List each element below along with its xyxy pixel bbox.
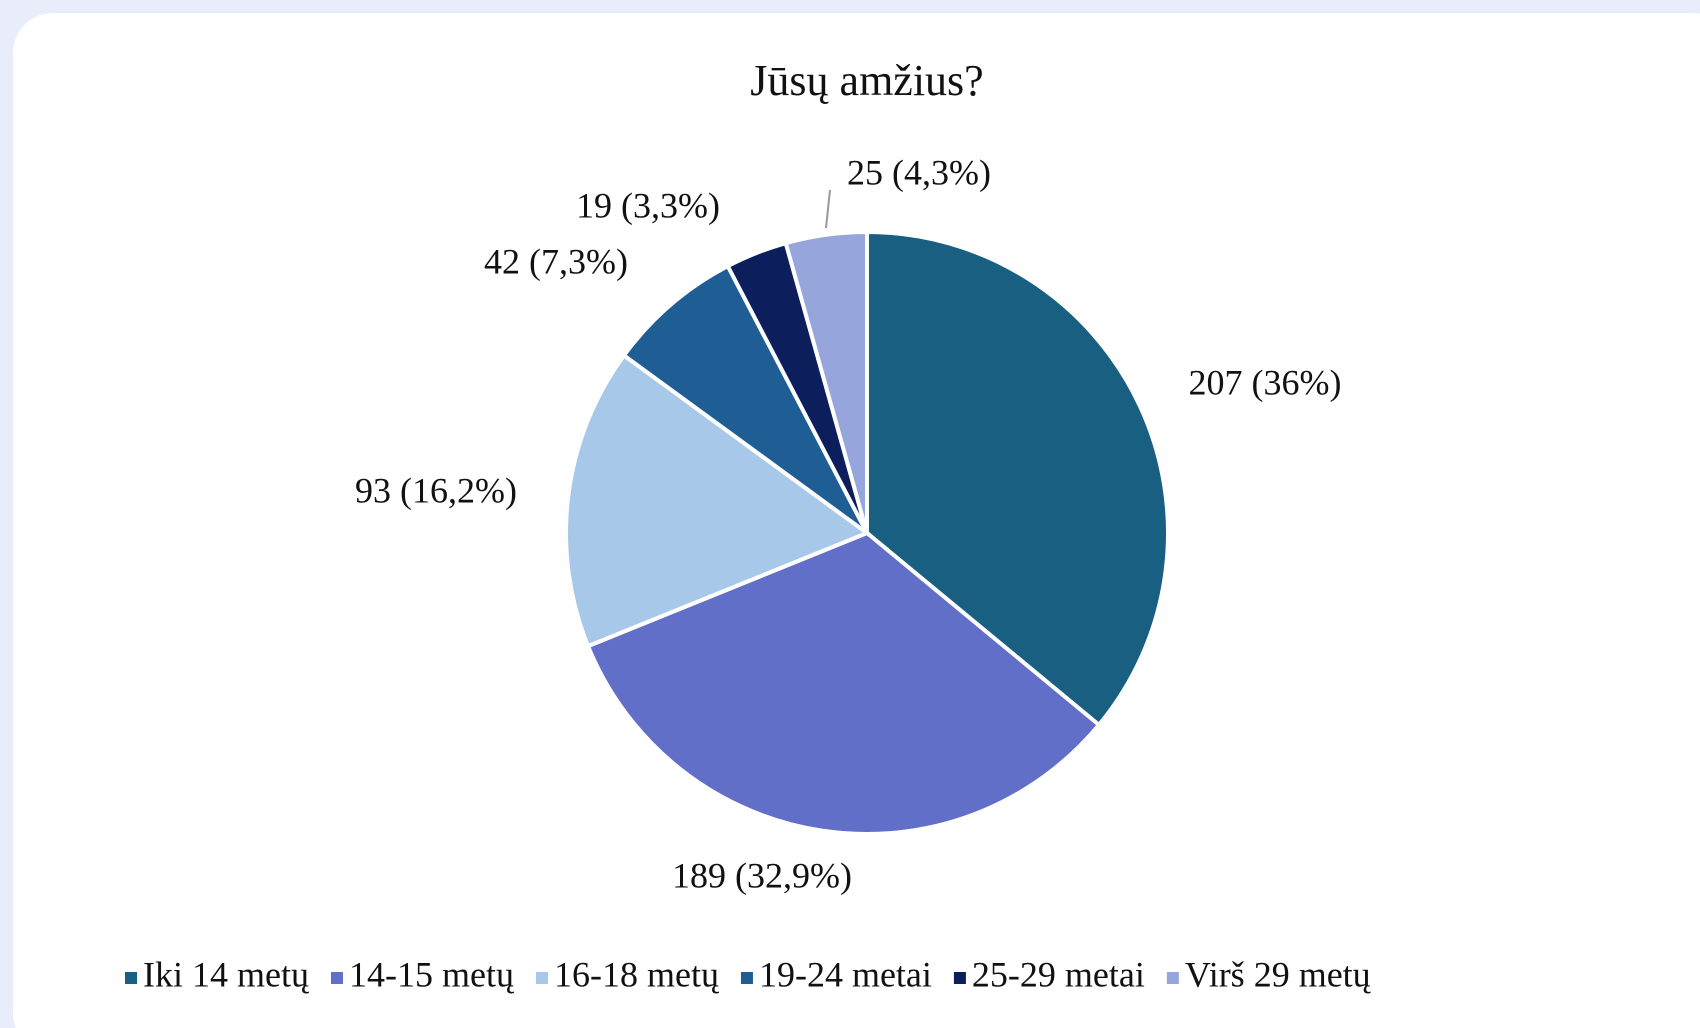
legend-swatch: [740, 972, 753, 984]
legend-swatch: [953, 972, 966, 984]
legend-swatch: [125, 972, 137, 984]
legend-swatch: [1166, 972, 1179, 984]
legend-label: 14-15 metų: [349, 954, 515, 994]
legend-swatch: [535, 972, 548, 984]
data-label: 19 (3,3%): [576, 185, 720, 225]
data-label: 207 (36%): [1189, 362, 1342, 402]
legend-label: 25-29 metai: [972, 954, 1145, 994]
pie-slice: [783, 229, 869, 534]
legend-label: 19-24 metai: [759, 954, 932, 994]
legend-label: Iki 14 metų: [143, 954, 310, 994]
legend-label: Virš 29 metų: [1185, 954, 1372, 994]
legend-label: 16-18 metų: [554, 954, 720, 994]
legend-swatch: [330, 972, 343, 984]
pie-slice: [585, 530, 1102, 836]
data-label: 25 (4,3%): [847, 152, 991, 192]
pie-slice: [865, 229, 1170, 728]
leader-line: [825, 189, 831, 229]
data-label: 189 (32,9%): [672, 855, 852, 895]
pie-slice: [564, 352, 872, 649]
data-label: 93 (16,2%): [355, 470, 517, 510]
data-label: 42 (7,3%): [484, 241, 628, 281]
pie-slice: [621, 263, 869, 535]
chart-title: Jūsų amžius?: [750, 56, 983, 105]
